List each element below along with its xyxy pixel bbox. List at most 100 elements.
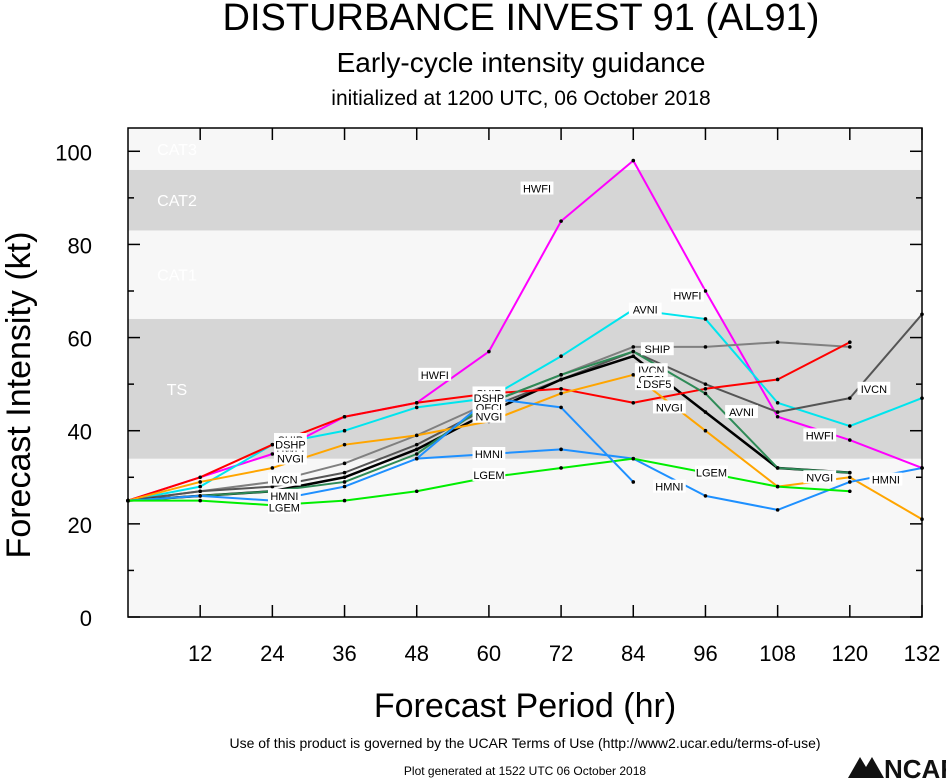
data-point-ivcn [703,382,708,386]
data-point-ship [775,340,780,345]
series-label-dsf5: DSF5 [643,379,671,391]
data-point-lgem [775,484,780,489]
series-label-nvgi: NVGI [277,454,304,466]
data-point-dsf5 [631,480,636,484]
series-label-hwfi: HWFI [806,430,834,442]
band-label-cat3: CAT3 [157,142,197,159]
data-point-dshp [848,340,852,345]
data-point-ctci [775,466,780,470]
x-tick-label: 132 [904,641,941,666]
data-point-dsf5 [414,456,419,461]
data-point-hmni [848,480,852,484]
data-point-ofci [414,447,419,452]
data-point-nvgi [559,391,563,396]
data-point-hmni [703,494,708,498]
data-point-dshp [342,414,347,419]
series-label-hwfi: HWFI [523,184,551,196]
terms-of-use: Use of this product is governed by the U… [229,735,820,751]
data-point-nvgi [198,480,202,484]
series-label-bg [803,470,837,484]
data-point-ship [848,345,852,349]
series-label-hmni: HMNI [872,475,900,487]
series-label-bg [520,181,554,195]
data-point-ivcn [414,442,419,447]
series-label-bg [267,488,301,502]
data-point-hmni [559,447,563,452]
data-point-dshp [703,387,708,391]
data-point-hmni [775,508,780,512]
series-label-avni: AVNI [633,305,658,317]
data-point-ctci [414,452,419,456]
x-tick-label: 24 [260,641,284,666]
data-point-ship [342,461,347,466]
data-point-hmni [198,494,202,498]
data-point-avni [198,484,202,489]
series-label-ivcn: IVCN [861,384,887,396]
ncar-logo: NCAR [848,754,946,780]
series-label-bg [472,409,506,423]
data-point-lgem [414,489,419,494]
x-tick-label: 12 [188,641,212,666]
x-tick-label: 120 [831,641,868,666]
series-label-dshp: DSHP [474,393,505,405]
series-label-bg [671,288,704,302]
series-label-bg [274,437,307,451]
data-point-nvgi [703,428,708,433]
series-label-ship: SHIP [644,344,670,356]
axis-ticks: 12 24 36 48 60 72 84 96 108 120 132 0 20 40 60 80 100 [55,128,940,666]
y-tick-label: 100 [55,140,92,165]
series-label-hwfi: HWFI [673,291,701,303]
series-label-bg [274,451,307,465]
plot-frame [127,127,923,618]
band-label-cat1: CAT1 [157,268,197,285]
series-label-bg [803,428,837,442]
y-tick-label: 80 [68,233,92,258]
y-tick-label: 40 [68,420,92,445]
data-point-lgem [848,489,852,494]
series-label-nvgi: NVGI [806,472,833,484]
series-label-hmni: HMNI [475,449,503,461]
series-label-bg [472,447,506,460]
series-label-bg [869,472,903,486]
data-point-hwfi [631,158,636,163]
data-point-ofci [342,475,347,480]
y-tick-label: 0 [80,606,92,631]
data-point-dshp [631,400,636,405]
series-label-bg [640,342,674,356]
x-tick-label: 96 [693,641,717,666]
series-label-lgem: LGEM [269,503,300,515]
series-label-hmni: HMNI [655,482,683,494]
data-point-hwfi [270,452,275,456]
plot-border [127,127,923,618]
series-line-hmni [127,448,923,511]
series-label-bg [652,400,686,414]
data-point-avni [703,317,708,321]
data-point-hwfi [703,289,708,293]
series-label-lgem: LGEM [473,470,504,482]
x-tick-label: 60 [477,641,501,666]
data-point-ship [631,345,636,349]
x-axis-label: Forecast Period (hr) [374,687,676,725]
data-point-dshp [270,442,275,447]
data-point-ivcn [342,470,347,475]
series-label-nvgi: NVGI [475,412,502,424]
x-tick-label: 72 [549,641,573,666]
series-label-bg [267,500,301,514]
y-tick-label: 60 [68,327,92,352]
x-tick-label: 84 [621,641,645,666]
data-point-ship [703,345,708,349]
data-point-ofci [631,354,636,359]
data-point-ofci [559,377,563,382]
series-label-bg [418,367,452,381]
data-point-nvgi [848,475,852,480]
data-point-hmni [342,484,347,489]
series-label-bg [267,472,301,486]
chart-initialized: initialized at 1200 UTC, 06 October 2018 [331,87,710,110]
data-point-ivcn [270,484,275,489]
data-point-avni [342,428,347,433]
series-label-hmni: HMNI [270,491,298,503]
data-point-ivcn [848,396,852,400]
ncar-logo-text: NCAR [884,754,946,780]
band-cat2 [128,169,922,231]
